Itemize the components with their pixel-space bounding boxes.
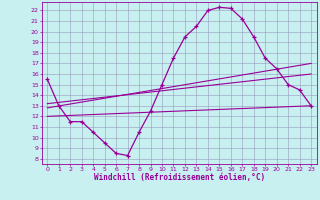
X-axis label: Windchill (Refroidissement éolien,°C): Windchill (Refroidissement éolien,°C) (94, 173, 265, 182)
